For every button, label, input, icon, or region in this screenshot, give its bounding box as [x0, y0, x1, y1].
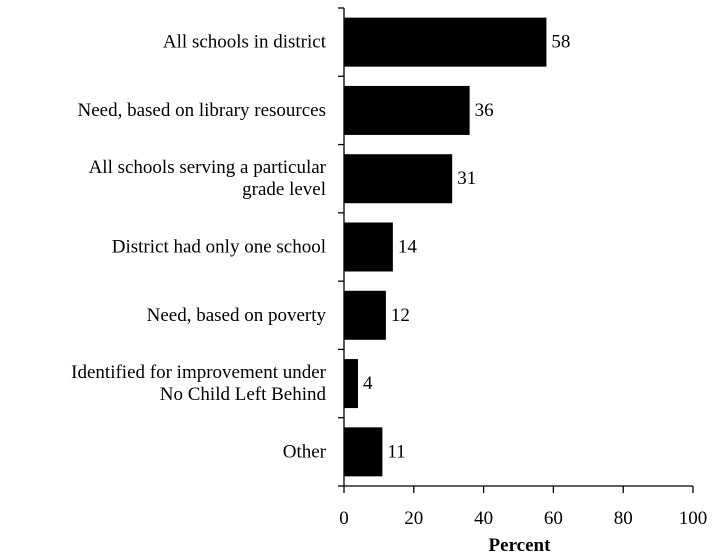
data-label: 11 [387, 441, 405, 462]
data-label: 36 [475, 100, 494, 121]
data-label: 12 [391, 305, 410, 326]
bar [344, 359, 358, 409]
x-axis-title: Percent [489, 535, 552, 556]
bar [344, 85, 470, 135]
category-label: All schools in district [163, 32, 327, 53]
category-label: All schools serving a particular [89, 157, 327, 178]
category-label: Need, based on poverty [147, 305, 327, 326]
x-tick-label: 60 [544, 508, 563, 529]
bar [344, 222, 393, 272]
bar [344, 17, 547, 67]
category-label: Other [283, 441, 327, 462]
category-label: No Child Left Behind [160, 384, 327, 405]
plot-area: 58 All schools in district 36 Need, based o… [71, 7, 708, 556]
x-tick-label: 100 [679, 508, 708, 529]
bar [344, 154, 453, 204]
x-tick-label: 80 [614, 508, 633, 529]
category-label: Identified for improvement under [71, 362, 327, 383]
data-label: 31 [457, 168, 476, 189]
category-label: District had only one school [112, 237, 326, 258]
bar [344, 427, 383, 477]
data-label: 14 [398, 237, 418, 258]
data-label: 58 [551, 32, 570, 53]
category-label: grade level [242, 179, 326, 200]
data-label: 4 [363, 373, 373, 394]
bar [344, 290, 386, 340]
x-tick-label: 40 [474, 508, 493, 529]
x-tick-label: 0 [339, 508, 349, 529]
category-label: Need, based on library resources [78, 100, 326, 121]
x-tick-label: 20 [404, 508, 423, 529]
